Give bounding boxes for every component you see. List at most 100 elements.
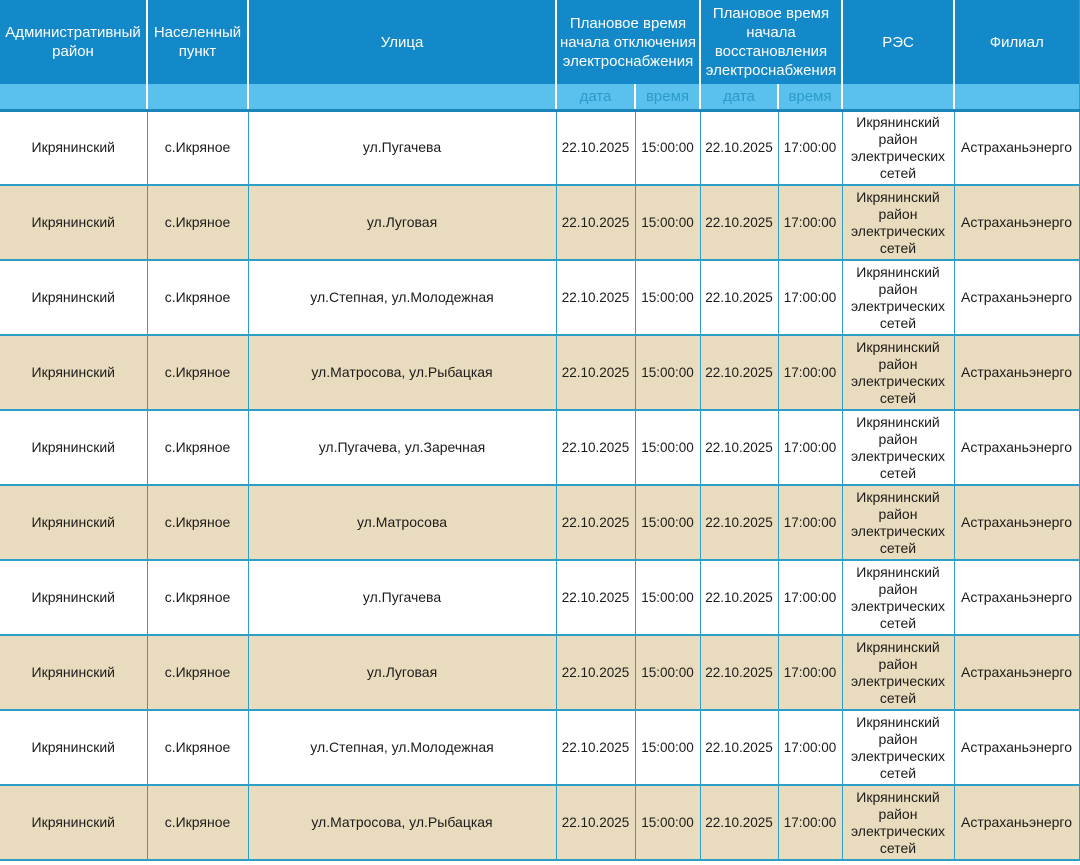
cell-restore-time: 17:00:00 (778, 410, 843, 486)
cell-street: ул.Степная, ул.Молодежная (248, 710, 557, 786)
column-header-res: РЭС (842, 0, 955, 84)
table-row: Икрянинский с.Икряное ул.Пугачева 22.10.202… (0, 560, 1080, 636)
cell-outage-time: 15:00:00 (635, 260, 701, 336)
table-row: Икрянинский с.Икряное ул.Степная, ул.Молод… (0, 710, 1080, 786)
table-row: Икрянинский с.Икряное ул.Матросова 22.10.20… (0, 485, 1080, 561)
cell-settlement: с.Икряное (147, 560, 249, 636)
subheader-branch-empty (954, 84, 1080, 112)
cell-settlement: с.Икряное (147, 185, 249, 261)
table-row: Икрянинский с.Икряное ул.Матросова, ул.Рыб… (0, 785, 1080, 861)
cell-street: ул.Пугачева (248, 110, 557, 186)
cell-outage-date: 22.10.2025 (556, 260, 636, 336)
column-header-district: Административный район (0, 0, 148, 84)
cell-outage-time: 15:00:00 (635, 785, 701, 861)
cell-res: Икрянинский район электрических сетей (842, 635, 955, 711)
cell-restore-time: 17:00:00 (778, 710, 843, 786)
cell-district: Икрянинский (0, 260, 148, 336)
table-row: Икрянинский с.Икряное ул.Луговая 22.10.2025… (0, 635, 1080, 711)
cell-outage-date: 22.10.2025 (556, 335, 636, 411)
cell-restore-date: 22.10.2025 (700, 410, 779, 486)
cell-outage-date: 22.10.2025 (556, 485, 636, 561)
cell-branch: Астраханьэнерго (954, 185, 1080, 261)
subheader-outage-date: дата (556, 84, 636, 112)
cell-restore-time: 17:00:00 (778, 185, 843, 261)
cell-outage-time: 15:00:00 (635, 485, 701, 561)
cell-outage-time: 15:00:00 (635, 185, 701, 261)
cell-outage-date: 22.10.2025 (556, 110, 636, 186)
table-row: Икрянинский с.Икряное ул.Матросова, ул.Рыб… (0, 335, 1080, 411)
cell-district: Икрянинский (0, 110, 148, 186)
cell-restore-date: 22.10.2025 (700, 185, 779, 261)
cell-outage-time: 15:00:00 (635, 635, 701, 711)
column-header-outage-group: Плановое время начала отключения электро… (556, 0, 701, 84)
cell-branch: Астраханьэнерго (954, 785, 1080, 861)
cell-branch: Астраханьэнерго (954, 485, 1080, 561)
cell-settlement: с.Икряное (147, 635, 249, 711)
cell-res: Икрянинский район электрических сетей (842, 485, 955, 561)
cell-restore-time: 17:00:00 (778, 110, 843, 186)
table-row: Икрянинский с.Икряное ул.Пугачева 22.10.202… (0, 110, 1080, 186)
subheader-res-empty (842, 84, 955, 112)
header-row-sub: дата время дата время (0, 84, 1080, 112)
cell-settlement: с.Икряное (147, 785, 249, 861)
table-body: Икрянинский с.Икряное ул.Пугачева 22.10.202… (0, 110, 1080, 861)
column-header-restore-group: Плановое время начала восстановления эле… (700, 0, 843, 84)
cell-restore-date: 22.10.2025 (700, 635, 779, 711)
cell-district: Икрянинский (0, 185, 148, 261)
cell-branch: Астраханьэнерго (954, 335, 1080, 411)
cell-street: ул.Матросова, ул.Рыбацкая (248, 785, 557, 861)
cell-res: Икрянинский район электрических сетей (842, 785, 955, 861)
column-header-settlement: Населенный пункт (147, 0, 249, 84)
cell-street: ул.Пугачева, ул.Заречная (248, 410, 557, 486)
cell-branch: Астраханьэнерго (954, 710, 1080, 786)
cell-district: Икрянинский (0, 710, 148, 786)
cell-settlement: с.Икряное (147, 335, 249, 411)
cell-settlement: с.Икряное (147, 485, 249, 561)
subheader-outage-time: время (635, 84, 701, 112)
cell-branch: Астраханьэнерго (954, 560, 1080, 636)
cell-res: Икрянинский район электрических сетей (842, 335, 955, 411)
cell-settlement: с.Икряное (147, 410, 249, 486)
cell-settlement: с.Икряное (147, 260, 249, 336)
cell-settlement: с.Икряное (147, 710, 249, 786)
cell-outage-time: 15:00:00 (635, 410, 701, 486)
cell-restore-time: 17:00:00 (778, 335, 843, 411)
cell-restore-time: 17:00:00 (778, 260, 843, 336)
header-row-main: Административный район Населенный пункт … (0, 0, 1080, 84)
cell-street: ул.Матросова, ул.Рыбацкая (248, 335, 557, 411)
cell-res: Икрянинский район электрических сетей (842, 410, 955, 486)
cell-outage-date: 22.10.2025 (556, 410, 636, 486)
cell-branch: Астраханьэнерго (954, 635, 1080, 711)
cell-branch: Астраханьэнерго (954, 410, 1080, 486)
cell-outage-date: 22.10.2025 (556, 560, 636, 636)
cell-res: Икрянинский район электрических сетей (842, 560, 955, 636)
cell-district: Икрянинский (0, 785, 148, 861)
cell-outage-time: 15:00:00 (635, 710, 701, 786)
cell-outage-date: 22.10.2025 (556, 185, 636, 261)
cell-street: ул.Степная, ул.Молодежная (248, 260, 557, 336)
cell-res: Икрянинский район электрических сетей (842, 185, 955, 261)
cell-outage-time: 15:00:00 (635, 110, 701, 186)
subheader-district-empty (0, 84, 148, 112)
cell-street: ул.Матросова (248, 485, 557, 561)
cell-restore-date: 22.10.2025 (700, 110, 779, 186)
cell-outage-time: 15:00:00 (635, 335, 701, 411)
column-header-street: Улица (248, 0, 557, 84)
cell-restore-date: 22.10.2025 (700, 560, 779, 636)
cell-district: Икрянинский (0, 635, 148, 711)
cell-branch: Астраханьэнерго (954, 110, 1080, 186)
cell-restore-date: 22.10.2025 (700, 485, 779, 561)
cell-district: Икрянинский (0, 335, 148, 411)
cell-district: Икрянинский (0, 560, 148, 636)
cell-restore-time: 17:00:00 (778, 560, 843, 636)
table-header: Административный район Населенный пункт … (0, 0, 1080, 112)
cell-res: Икрянинский район электрических сетей (842, 710, 955, 786)
cell-street: ул.Луговая (248, 185, 557, 261)
column-header-branch: Филиал (954, 0, 1080, 84)
cell-restore-time: 17:00:00 (778, 785, 843, 861)
cell-district: Икрянинский (0, 485, 148, 561)
cell-restore-time: 17:00:00 (778, 485, 843, 561)
cell-outage-date: 22.10.2025 (556, 785, 636, 861)
cell-restore-date: 22.10.2025 (700, 335, 779, 411)
